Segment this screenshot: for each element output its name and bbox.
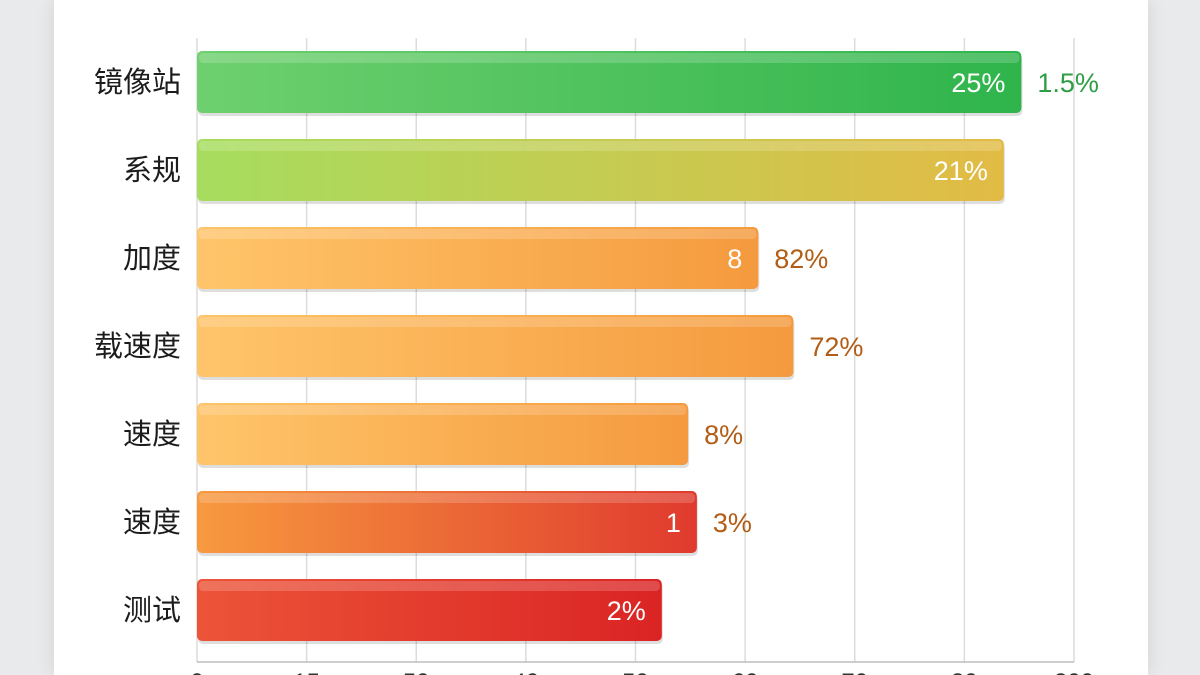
bar-value-label: 2%	[607, 596, 646, 626]
bar-percent-label: 3%	[713, 508, 752, 538]
x-tick-label: 200	[1054, 669, 1094, 675]
bar	[197, 227, 759, 289]
bar-value-label: 25%	[951, 68, 1005, 98]
category-label: 系规	[123, 153, 181, 187]
bar-chart: 镜像站 25% 1.5% 系规 21% 加度 8 82% 载速度 72% 速度 8% 速度 1 3% 测试 2%…	[94, 38, 1099, 675]
x-tick-label: 80	[951, 669, 978, 675]
bar	[197, 51, 1022, 113]
chart-card: 镜像站 25% 1.5% 系规 21% 加度 8 82% 载速度 72% 速度 8% 速度 1 3% 测试 2%…	[54, 0, 1148, 675]
bar-percent-label: 72%	[809, 332, 863, 362]
category-label: 速度	[123, 417, 181, 451]
bars	[197, 51, 1023, 644]
x-tick-label: 0	[190, 669, 203, 675]
category-label: 加度	[123, 241, 181, 275]
bar	[197, 315, 794, 377]
bar-value-label: 8	[727, 244, 742, 274]
x-tick-label: 40	[513, 669, 540, 675]
bar	[197, 579, 662, 641]
x-tick-label: 50	[403, 669, 430, 675]
category-label: 测试	[123, 593, 181, 627]
x-tick-label: 60	[732, 669, 759, 675]
category-label: 速度	[123, 505, 181, 539]
x-tick-label: 50	[622, 669, 649, 675]
bar-value-label: 21%	[934, 156, 988, 186]
x-tick-label: 15	[293, 669, 320, 675]
labels: 镜像站 25% 1.5% 系规 21% 加度 8 82% 载速度 72% 速度 8% 速度 1 3% 测试 2%	[94, 65, 1099, 627]
x-tick-label: 70	[841, 669, 868, 675]
bar-value-label: 1	[666, 508, 681, 538]
bar-percent-label: 8%	[704, 420, 743, 450]
bar	[197, 139, 1004, 201]
x-axis-ticks: 0 15 50 40 50 60 70 80 200	[190, 669, 1094, 675]
bar	[197, 403, 689, 465]
category-label: 载速度	[94, 329, 181, 363]
bar	[197, 491, 697, 553]
bar-percent-label: 1.5%	[1037, 68, 1099, 98]
bar-percent-label: 82%	[774, 244, 828, 274]
category-label: 镜像站	[94, 65, 181, 99]
